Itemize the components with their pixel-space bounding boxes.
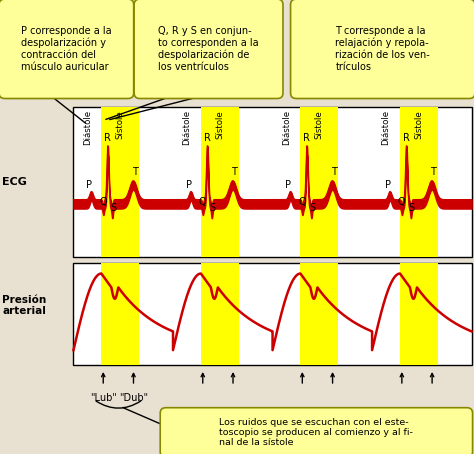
FancyArrowPatch shape — [96, 401, 141, 408]
Bar — [201, 107, 239, 257]
Text: Diástole: Diástole — [382, 110, 391, 145]
Text: R: R — [303, 133, 310, 143]
Text: P: P — [186, 180, 192, 190]
Text: "Lub": "Lub" — [90, 393, 117, 403]
Text: R: R — [104, 133, 111, 143]
Text: S: S — [210, 203, 216, 213]
Text: Diástole: Diástole — [83, 110, 92, 145]
Bar — [301, 263, 338, 365]
Text: S: S — [110, 203, 116, 213]
Text: Q: Q — [398, 197, 405, 207]
FancyBboxPatch shape — [0, 0, 134, 99]
Text: S: S — [310, 203, 315, 213]
Text: R: R — [204, 133, 211, 143]
Text: ECG: ECG — [2, 177, 27, 187]
Text: P: P — [86, 180, 92, 190]
Bar — [400, 263, 438, 365]
Text: T: T — [430, 168, 436, 178]
Text: P: P — [285, 180, 292, 190]
Text: R: R — [403, 133, 410, 143]
FancyBboxPatch shape — [160, 408, 473, 454]
Bar — [73, 107, 472, 257]
Bar — [73, 263, 472, 365]
Text: Q: Q — [99, 197, 107, 207]
Bar — [400, 107, 438, 257]
Text: T: T — [132, 168, 137, 178]
Bar — [201, 263, 239, 365]
Bar — [101, 263, 139, 365]
Text: "Dub": "Dub" — [119, 393, 148, 403]
FancyBboxPatch shape — [134, 0, 283, 99]
Bar — [101, 107, 139, 257]
Text: Q: Q — [199, 197, 206, 207]
Bar — [301, 107, 338, 257]
Text: Diástole: Diástole — [182, 110, 191, 145]
Text: Presión
arterial: Presión arterial — [2, 295, 46, 316]
Text: Q: Q — [298, 197, 306, 207]
Text: T: T — [231, 168, 237, 178]
Text: Diástole: Diástole — [282, 110, 291, 145]
Text: T: T — [331, 168, 337, 178]
Text: Los ruidos que se escuchan con el este-
toscopio se producen al comienzo y al fi: Los ruidos que se escuchan con el este- … — [219, 418, 413, 447]
Text: S: S — [409, 203, 415, 213]
Text: T corresponde a la
relajación y repola-
rización de los ven-
trículos: T corresponde a la relajación y repola- … — [336, 26, 430, 71]
Text: Sístole: Sístole — [315, 110, 324, 139]
Text: Sístole: Sístole — [215, 110, 224, 139]
Text: Q, R y S en conjun-
to corresponden a la
despolarización de
los ventrículos: Q, R y S en conjun- to corresponden a la… — [158, 26, 259, 71]
Text: P: P — [385, 180, 391, 190]
FancyBboxPatch shape — [291, 0, 474, 99]
Text: Sístole: Sístole — [116, 110, 125, 139]
Text: Sístole: Sístole — [414, 110, 423, 139]
Text: P corresponde a la
despolarización y
contracción del
músculo auricular: P corresponde a la despolarización y con… — [21, 26, 112, 71]
